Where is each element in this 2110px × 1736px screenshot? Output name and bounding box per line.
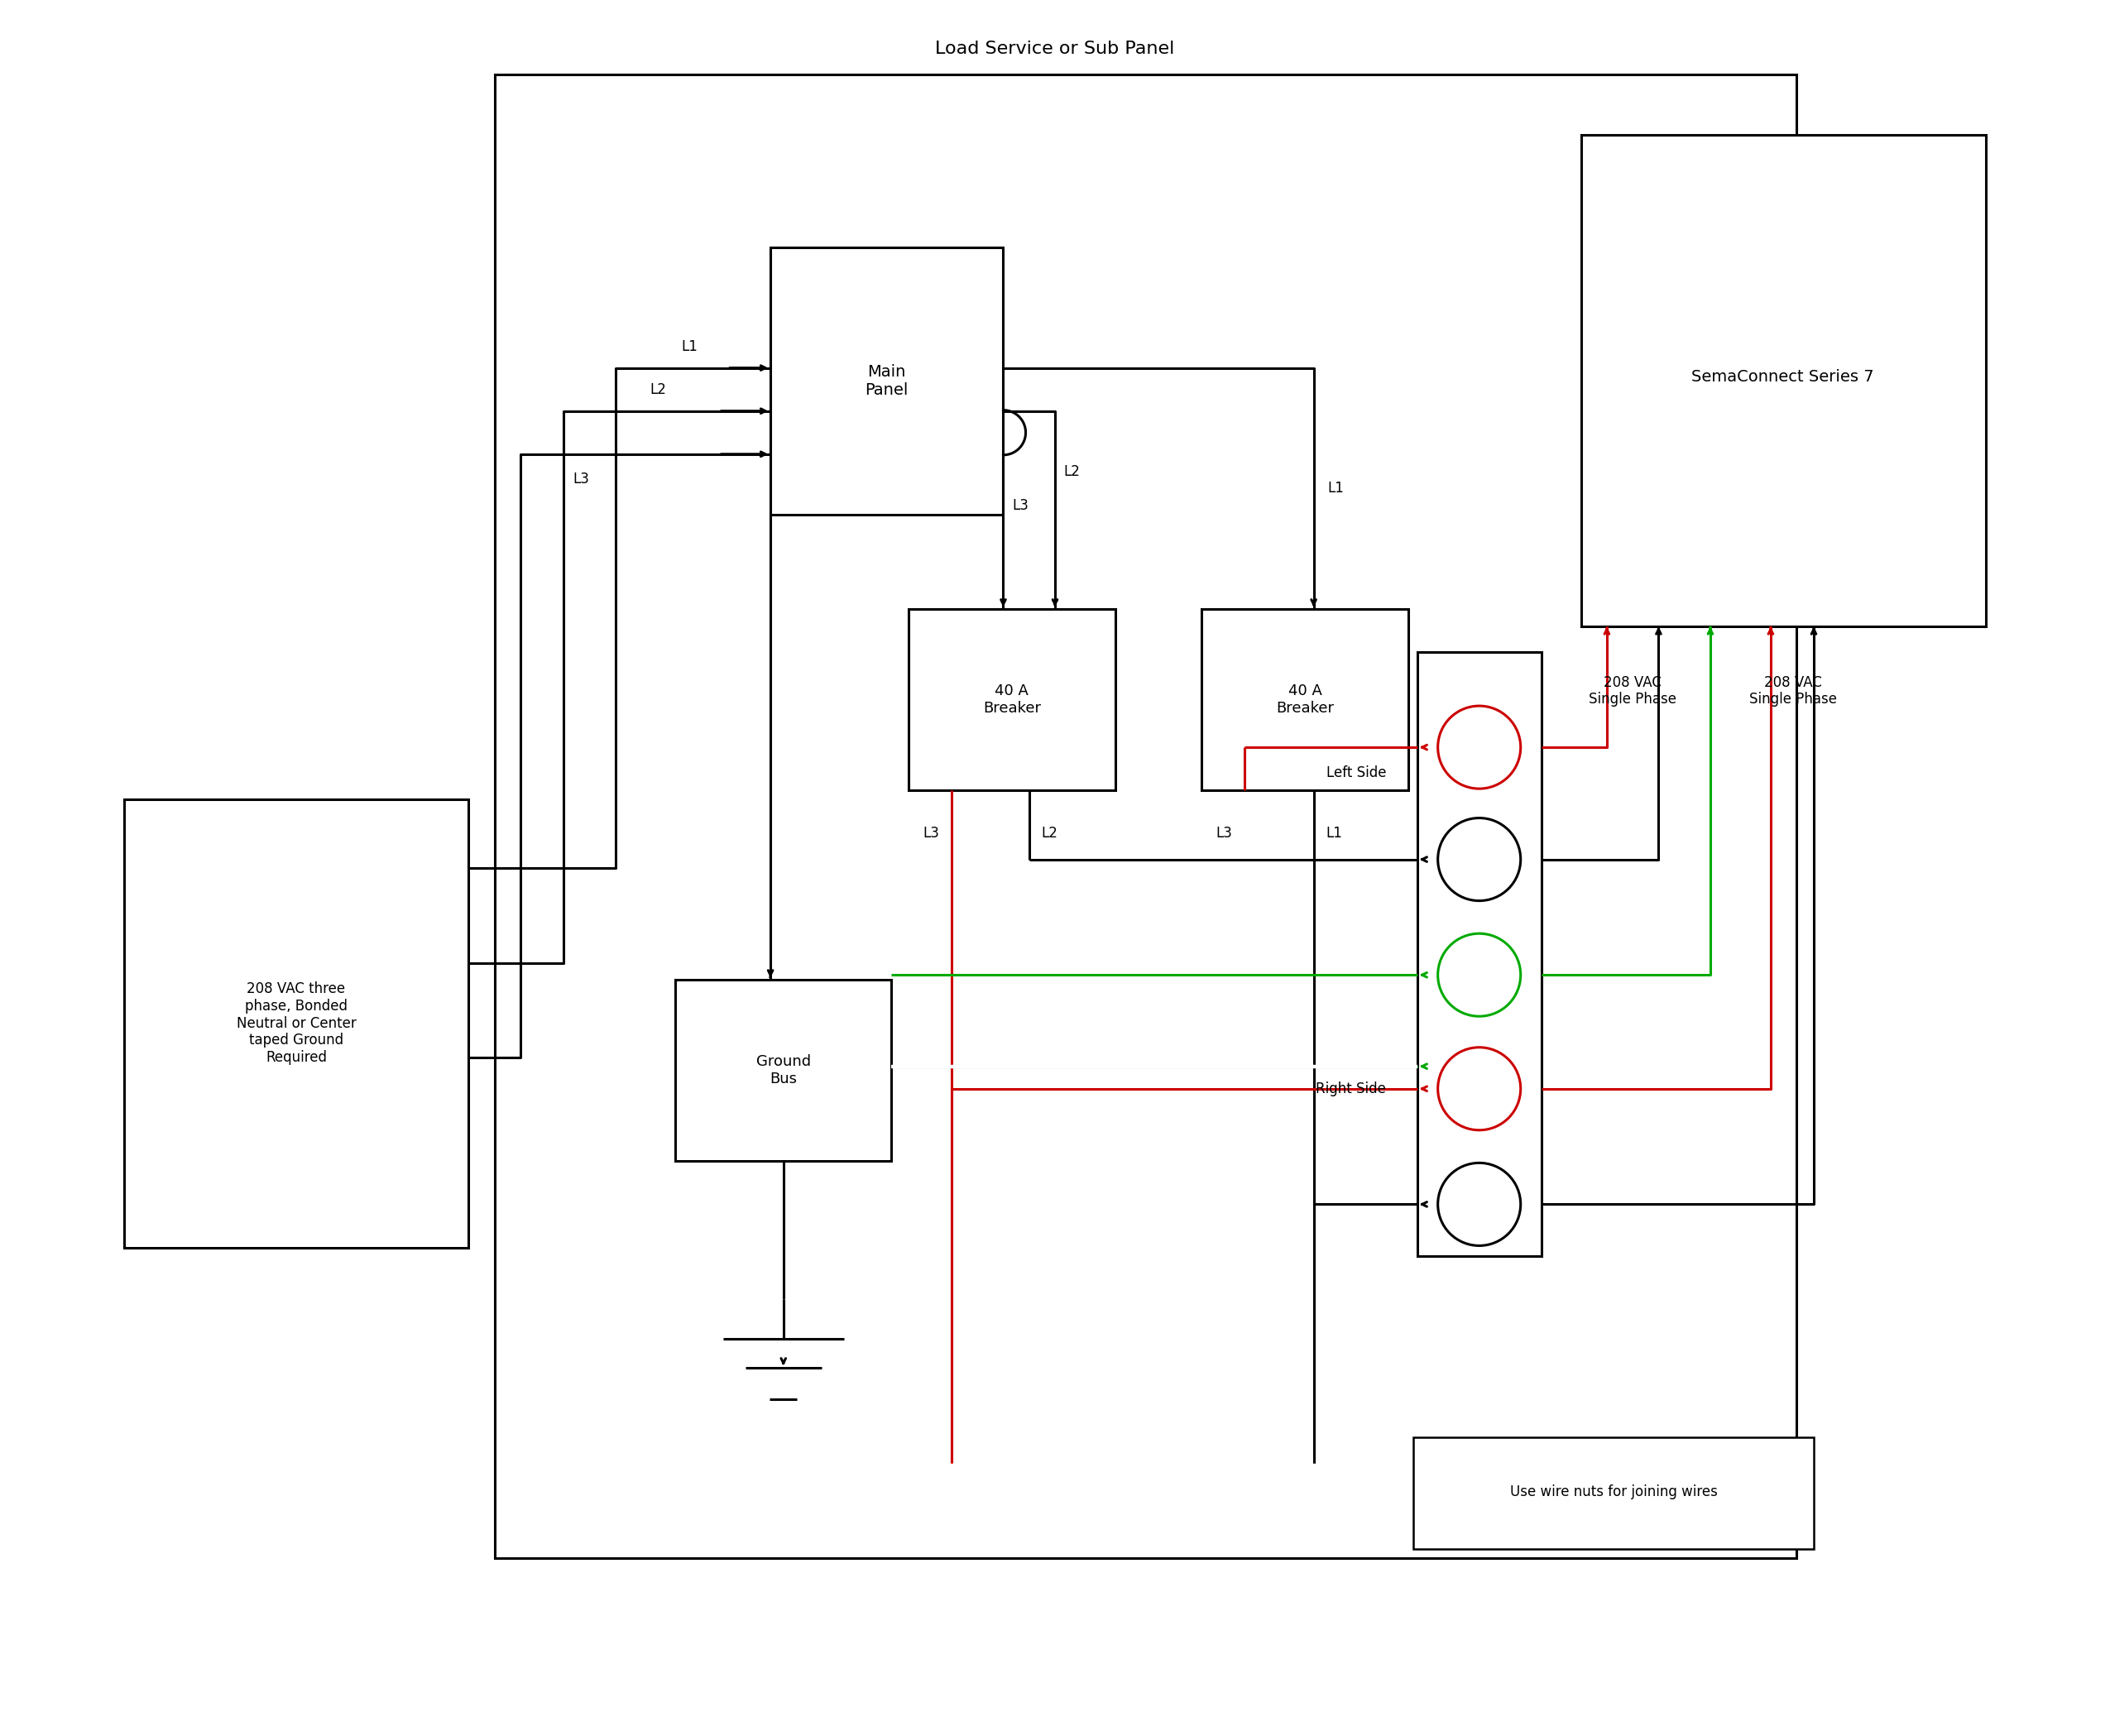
Text: 40 A
Breaker: 40 A Breaker <box>983 684 1040 715</box>
Bar <box>675 981 890 1161</box>
Bar <box>124 799 468 1248</box>
Text: 208 VAC
Single Phase: 208 VAC Single Phase <box>1589 675 1677 707</box>
Text: L1: L1 <box>682 339 698 354</box>
Text: L1: L1 <box>1325 826 1342 840</box>
Text: Load Service or Sub Panel: Load Service or Sub Panel <box>935 40 1175 57</box>
Circle shape <box>1437 707 1521 788</box>
Text: L3: L3 <box>922 826 939 840</box>
Bar <box>1418 653 1540 1257</box>
Circle shape <box>1437 1047 1521 1130</box>
Bar <box>770 247 1002 514</box>
Text: Ground
Bus: Ground Bus <box>755 1054 810 1087</box>
Bar <box>1414 1437 1815 1549</box>
Text: L1: L1 <box>1327 481 1344 496</box>
Text: SemaConnect Series 7: SemaConnect Series 7 <box>1692 368 1874 384</box>
Bar <box>494 75 1796 1557</box>
Text: L3: L3 <box>1215 826 1232 840</box>
Bar <box>909 609 1116 790</box>
Circle shape <box>1437 934 1521 1016</box>
Text: Main
Panel: Main Panel <box>865 365 909 398</box>
Text: L2: L2 <box>1063 464 1080 479</box>
Text: Use wire nuts for joining wires: Use wire nuts for joining wires <box>1511 1484 1718 1500</box>
Text: L3: L3 <box>572 472 589 486</box>
Text: Right Side: Right Side <box>1317 1082 1386 1095</box>
Text: Left Side: Left Side <box>1325 766 1386 781</box>
Text: 208 VAC three
phase, Bonded
Neutral or Center
taped Ground
Required: 208 VAC three phase, Bonded Neutral or C… <box>236 981 357 1066</box>
Text: 40 A
Breaker: 40 A Breaker <box>1277 684 1334 715</box>
Bar <box>1201 609 1409 790</box>
Text: L2: L2 <box>1040 826 1057 840</box>
Text: L2: L2 <box>650 382 667 398</box>
Text: L3: L3 <box>1013 498 1028 514</box>
Circle shape <box>1437 1163 1521 1246</box>
Bar <box>1580 135 1986 627</box>
Text: 208 VAC
Single Phase: 208 VAC Single Phase <box>1749 675 1838 707</box>
Circle shape <box>1437 818 1521 901</box>
